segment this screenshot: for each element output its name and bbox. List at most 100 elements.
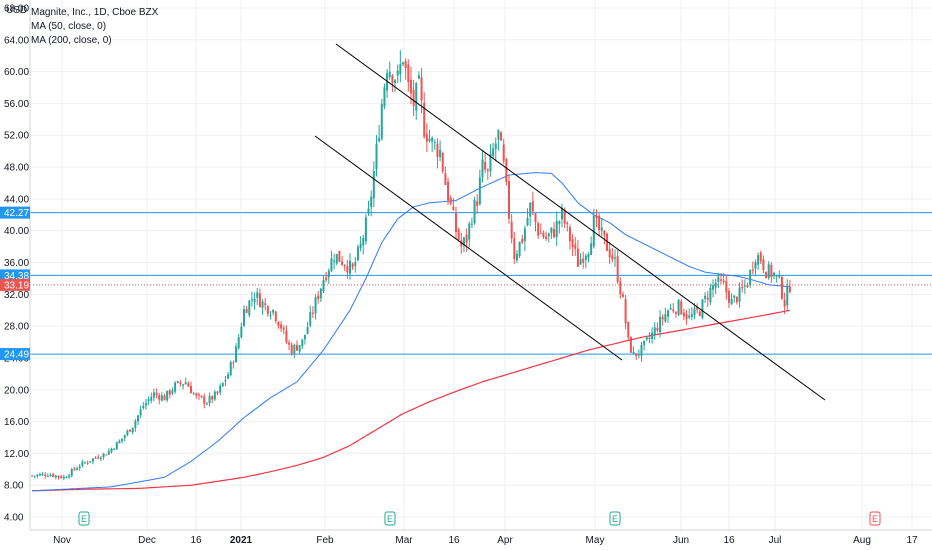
candle-body bbox=[611, 255, 614, 260]
candle-body bbox=[359, 243, 362, 249]
price-tick-label: 52.00 bbox=[4, 131, 29, 142]
candle-body bbox=[190, 385, 192, 394]
price-tick-label: 28.00 bbox=[4, 322, 29, 333]
candle-body bbox=[531, 201, 534, 212]
trendline-upper[interactable] bbox=[335, 43, 826, 401]
candles bbox=[31, 50, 791, 481]
last-price-label: 33.19 bbox=[4, 280, 29, 291]
price-tick-label: 16.00 bbox=[4, 417, 29, 428]
candle-body bbox=[147, 399, 150, 402]
candle-body bbox=[346, 266, 349, 273]
candle-body bbox=[505, 158, 508, 182]
candle-body bbox=[378, 138, 381, 142]
price-axis[interactable]: 4.008.0012.0016.0020.0024.0028.0032.0036… bbox=[0, 0, 31, 530]
candle-body bbox=[449, 197, 452, 204]
candle-body bbox=[462, 237, 465, 246]
candle-body bbox=[89, 461, 92, 463]
price-tick-label: 32.00 bbox=[4, 290, 29, 301]
level-price-tag bbox=[0, 206, 30, 219]
candle-body bbox=[754, 262, 757, 269]
candle-body bbox=[285, 330, 288, 343]
legend-ma200: MA (200, close, 0) bbox=[31, 35, 112, 46]
candle-body bbox=[632, 352, 635, 354]
candle-body bbox=[561, 207, 563, 220]
candle-body bbox=[664, 314, 667, 322]
candle-body bbox=[62, 476, 65, 479]
earnings-marker-badge bbox=[78, 511, 90, 526]
candle-body bbox=[526, 217, 529, 226]
candle-body bbox=[685, 314, 688, 320]
candle-body bbox=[264, 303, 267, 305]
candle-body bbox=[518, 241, 521, 256]
candle-body bbox=[137, 415, 139, 422]
candle-body bbox=[150, 397, 153, 401]
candle-body bbox=[266, 306, 269, 315]
horizontal-levels bbox=[30, 212, 932, 355]
earnings-marker[interactable]: E bbox=[869, 511, 881, 526]
candle-body bbox=[470, 223, 473, 225]
candle-body bbox=[727, 290, 730, 303]
candle-body bbox=[741, 287, 744, 289]
candle-body bbox=[176, 381, 179, 383]
level-price-label: 34.38 bbox=[4, 271, 29, 282]
candle-body bbox=[158, 395, 161, 400]
candle-body bbox=[78, 466, 81, 469]
candle-body bbox=[592, 215, 595, 247]
candle-body bbox=[200, 395, 203, 398]
candle-body bbox=[693, 308, 696, 316]
candle-body bbox=[555, 221, 558, 238]
candle-body bbox=[235, 346, 238, 363]
candle-body bbox=[253, 299, 256, 302]
candle-body bbox=[709, 287, 712, 303]
earnings-marker-letter: E bbox=[872, 514, 878, 524]
candle-body bbox=[168, 390, 171, 395]
candle-body bbox=[521, 238, 524, 243]
candle-body bbox=[322, 280, 325, 291]
candle-body bbox=[306, 327, 309, 334]
earnings-marker[interactable]: E bbox=[609, 511, 621, 526]
candle-body bbox=[616, 256, 619, 283]
candle-body bbox=[513, 238, 516, 259]
candle-body bbox=[229, 361, 232, 375]
candle-body bbox=[439, 149, 442, 157]
candle-body bbox=[780, 277, 783, 299]
candle-body bbox=[563, 209, 566, 224]
candle-body bbox=[701, 299, 704, 318]
time-axis[interactable]: Nov Dec 16 2021 Feb Mar 16 Apr May Jun 16 Jul Aug 17 bbox=[30, 529, 932, 546]
candle-body bbox=[629, 336, 632, 353]
candle-body bbox=[386, 73, 389, 91]
candle-body bbox=[603, 230, 606, 236]
candle-body bbox=[205, 403, 208, 405]
candle-body bbox=[335, 254, 338, 264]
earnings-marker[interactable]: E bbox=[78, 511, 90, 526]
candle-body bbox=[245, 309, 248, 314]
candle-body bbox=[661, 316, 664, 320]
candle-body bbox=[107, 450, 110, 455]
candle-body bbox=[749, 270, 752, 286]
grid bbox=[30, 0, 932, 530]
trendline-lower[interactable] bbox=[314, 135, 623, 361]
candle-body bbox=[123, 435, 126, 438]
candle-body bbox=[773, 272, 775, 277]
candle-body bbox=[213, 391, 216, 400]
candle-body bbox=[492, 148, 495, 156]
candle-body bbox=[407, 64, 410, 82]
candle-body bbox=[510, 221, 513, 239]
candle-body bbox=[60, 476, 63, 479]
candle-body bbox=[515, 253, 518, 261]
candle-body bbox=[129, 429, 132, 432]
candle-body bbox=[545, 236, 548, 240]
candle-body bbox=[712, 285, 715, 290]
candle-body bbox=[227, 374, 230, 379]
candle-body bbox=[584, 255, 587, 260]
candle-body bbox=[720, 279, 722, 281]
candle-body bbox=[714, 282, 717, 288]
candle-body bbox=[722, 280, 725, 282]
candle-body bbox=[582, 258, 585, 263]
candle-body bbox=[672, 309, 675, 312]
earnings-marker[interactable]: E bbox=[384, 511, 396, 526]
candle-body bbox=[94, 457, 97, 459]
candle-body bbox=[735, 296, 738, 303]
